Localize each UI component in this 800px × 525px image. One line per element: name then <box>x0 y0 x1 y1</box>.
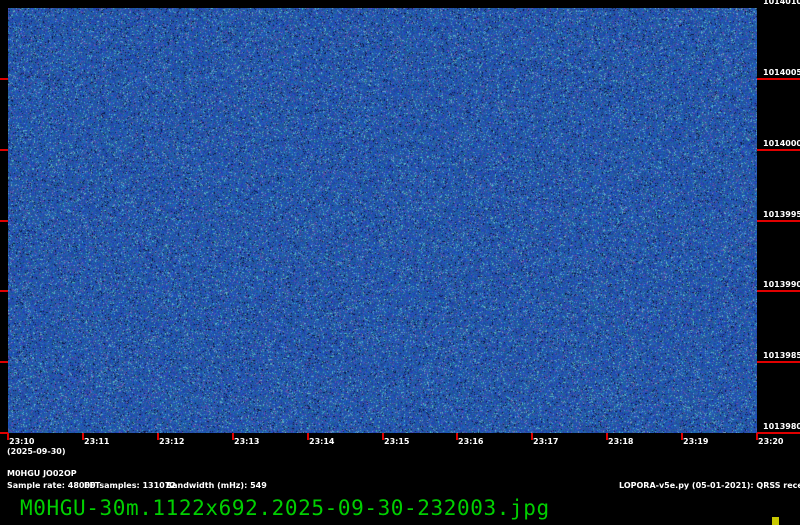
freq-label: 10139850 <box>763 351 800 360</box>
software-label: LOPORA-v5e.py (05-01-2021): QRSS recepti… <box>619 481 800 490</box>
status-marker <box>772 517 779 525</box>
time-label: 23:18 <box>608 437 633 446</box>
freq-tick-right <box>757 220 800 222</box>
time-label: 23:20 <box>758 437 783 446</box>
time-label: 23:12 <box>159 437 184 446</box>
freq-label: 10139900 <box>763 280 800 289</box>
freq-tick-right <box>757 432 800 434</box>
freq-tick-left <box>0 290 8 292</box>
freq-label: 10140100 <box>763 0 800 6</box>
freq-tick-right <box>757 361 800 363</box>
freq-tick-right <box>757 78 800 80</box>
freq-label: 10139950 <box>763 210 800 219</box>
freq-tick-left <box>0 361 8 363</box>
freq-tick-left <box>0 149 8 151</box>
freq-label: 10140000 <box>763 139 800 148</box>
sample-rate: Sample rate: 48000 <box>7 481 96 490</box>
time-label: 23:13 <box>234 437 259 446</box>
bandwidth: Bandwidth (mHz): 549 <box>166 481 267 490</box>
time-label: 23:15 <box>384 437 409 446</box>
spectrogram-waterfall <box>8 8 757 433</box>
freq-tick-left <box>0 220 8 222</box>
freq-tick-left <box>0 78 8 80</box>
time-label: 23:17 <box>533 437 558 446</box>
freq-tick-right <box>757 290 800 292</box>
time-label: 23:10 <box>9 437 34 446</box>
station-label: M0HGU JO02OP <box>7 469 77 478</box>
time-label: 23:14 <box>309 437 334 446</box>
freq-tick-right <box>757 149 800 151</box>
fft-samples: FFTsamples: 131072 <box>84 481 176 490</box>
freq-label: 10139800 <box>763 422 800 431</box>
time-label: 23:11 <box>84 437 109 446</box>
time-label: 23:16 <box>458 437 483 446</box>
date-label: (2025-09-30) <box>7 447 65 456</box>
time-label: 23:19 <box>683 437 708 446</box>
freq-label: 10140050 <box>763 68 800 77</box>
filename-label: M0HGU-30m.1122x692.2025-09-30-232003.jpg <box>20 496 550 520</box>
